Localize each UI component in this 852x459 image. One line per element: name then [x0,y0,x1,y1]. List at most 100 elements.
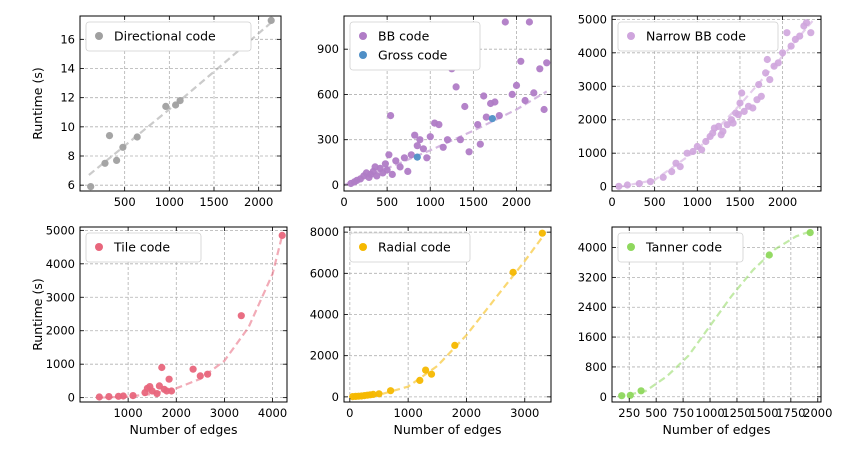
legend-label: Narrow BB code [646,29,746,44]
data-point [392,157,400,165]
data-point [623,181,632,189]
data-point [413,153,421,161]
data-point [802,19,811,27]
x-tick-label: 1000 [683,195,712,209]
data-point [369,390,377,398]
x-tick-label: 2000 [803,406,832,420]
panel-tile-code: 1000 2000 3000 4000 0 1000 2000 3000 4000 5000 Run… [30,223,288,437]
data-point [129,392,137,400]
legend: Tanner code [617,232,744,263]
legend-box [617,232,744,263]
data-point [105,393,113,401]
data-point [461,102,469,111]
x-axis-label: Number of edges [130,422,238,437]
data-point [501,18,509,26]
y-tick-label: 12 [60,91,75,105]
x-tick-label: 500 [114,195,136,209]
data-point [517,57,525,65]
data-point [719,127,727,135]
data-point [153,390,161,398]
x-tick-label: 2000 [768,195,797,209]
data-point [189,365,197,373]
data-point [543,59,551,67]
y-tick-label: 0 [68,391,75,405]
y-tick-label: 4000 [578,241,607,255]
y-tick-label: 0 [600,390,607,404]
y-tick-label: 1000 [46,357,75,371]
data-point [787,42,795,50]
legend-label: Directional code [114,29,216,44]
y-tick-label: 2000 [578,113,607,127]
data-point [495,112,503,120]
data-point [774,59,782,67]
legend: BB code Gross code [349,21,481,71]
y-tick-label: 0 [332,178,339,192]
data-point [119,392,127,400]
legend-box [349,21,481,71]
data-point [525,18,534,26]
data-point [158,363,166,372]
data-point [488,115,496,123]
y-tick-label: 6000 [310,266,339,280]
x-tick-label: 0 [346,406,353,420]
data-point [715,122,723,130]
data-point [755,81,763,89]
data-point [396,163,404,171]
data-point [400,154,408,162]
data-point [540,105,548,114]
legend: Tile code [85,232,202,263]
legend-box [349,232,471,263]
y-tick-label: 1000 [578,146,607,160]
data-point [734,111,742,119]
x-tick-label: 500 [376,195,398,209]
data-point [779,49,787,57]
plot-frame [611,15,822,192]
x-tick-label: 1750 [776,406,805,420]
data-point [783,29,791,37]
data-point [796,32,804,40]
x-tick-label: 1250 [722,406,751,420]
legend-box [617,21,779,52]
data-point [512,81,521,89]
data-point [683,149,691,157]
legend: Radial code [349,232,471,263]
x-tick-label: 0 [608,195,615,209]
data-point [536,65,544,73]
x-tick-label: 1000 [113,406,142,420]
data-point [757,92,765,100]
y-axis-label: Runtime (s) [30,67,45,139]
data-point [133,133,141,141]
trend-line [620,20,814,188]
data-point [413,142,421,150]
legend-label: Tile code [113,240,170,255]
data-point [635,180,643,188]
data-point [807,29,815,37]
legend-marker [359,51,367,59]
data-point [416,136,424,144]
data-point [676,163,684,171]
trend-line [349,232,547,398]
panel-radial-code: 0 1000 2000 3000 0 2000 4000 6000 8000 Number of … [310,225,552,437]
y-tick-label: 14 [60,62,75,76]
data-point [385,151,393,159]
data-point [113,156,121,164]
data-point [416,376,424,384]
x-tick-label: 750 [672,406,694,420]
data-point [172,101,180,109]
data-point [763,55,771,64]
data-point [196,372,204,380]
data-point [689,147,697,156]
data-point [422,366,430,374]
legend-marker [95,32,103,40]
y-tick-label: 2000 [310,349,339,363]
y-tick-label: 4000 [46,257,75,271]
data-point [443,136,452,144]
data-point [465,148,473,156]
data-point [740,107,748,115]
data-point [423,154,431,162]
legend-marker [359,243,367,251]
x-axis-label: Number of edges [663,422,771,437]
x-tick-label: 2000 [502,195,531,209]
x-tick-label: 1500 [725,195,754,209]
